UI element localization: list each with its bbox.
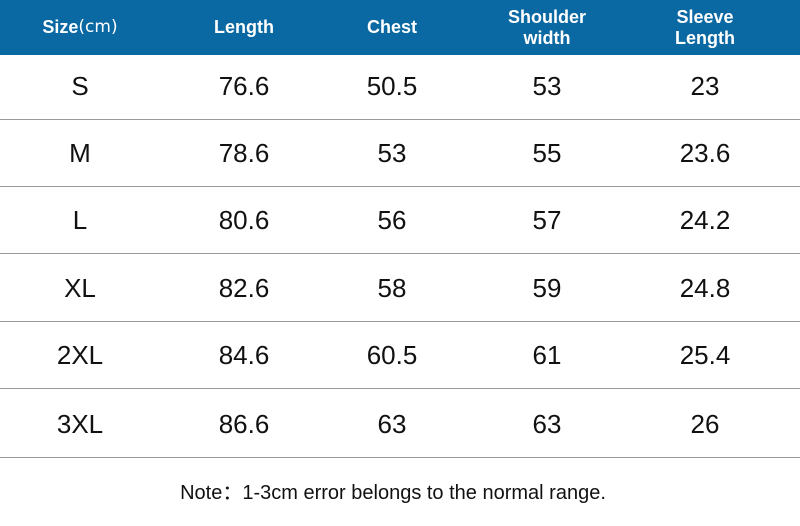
cell-sleeve: 23 (690, 70, 720, 101)
header-shoulder-line1: Shoulder (507, 6, 586, 27)
cell-chest: 58 (377, 272, 407, 303)
cell-sleeve: 26 (690, 408, 720, 439)
table-row: S 76.6 50.5 53 23 (0, 53, 800, 120)
cell-chest: 53 (377, 137, 407, 168)
size-table-header: Size (cm) Length Chest Shoulder width Sle… (0, 0, 800, 55)
header-size: Size (cm) (0, 0, 160, 55)
cell-size: 3XL (56, 408, 104, 439)
measurement-note: Note：1-3cm error belongs to the normal r… (180, 482, 606, 504)
header-sleeve-line2: Length (675, 27, 735, 48)
cell-shoulder: 55 (532, 137, 562, 168)
cell-shoulder: 59 (532, 272, 562, 303)
cell-shoulder: 61 (532, 339, 562, 370)
cell-chest: 60.5 (366, 339, 418, 370)
header-sleeve-length: Sleeve Length (625, 0, 785, 55)
cell-size: XL (64, 272, 96, 303)
cell-sleeve: 23.6 (679, 137, 731, 168)
cell-shoulder: 63 (532, 408, 562, 439)
cell-chest: 63 (377, 408, 407, 439)
cell-length: 84.6 (218, 339, 270, 370)
header-size-label: Size (42, 17, 79, 37)
header-chest: Chest (366, 17, 417, 37)
header-length: Length (214, 17, 274, 37)
cell-length: 76.6 (218, 70, 270, 101)
cell-length: 86.6 (218, 408, 270, 439)
cell-size: L (72, 204, 88, 235)
table-row: 2XL 84.6 60.5 61 25.4 (0, 322, 800, 389)
cell-size: 2XL (56, 339, 104, 370)
cell-size: S (71, 70, 89, 101)
table-row: L 80.6 56 57 24.2 (0, 187, 800, 254)
cell-sleeve: 25.4 (679, 339, 731, 370)
table-row: XL 82.6 58 59 24.8 (0, 255, 800, 322)
cell-shoulder: 57 (532, 204, 562, 235)
header-sleeve-line1: Sleeve (676, 6, 734, 27)
cell-length: 78.6 (218, 137, 270, 168)
header-shoulder-width: Shoulder width (467, 0, 627, 55)
cell-sleeve: 24.2 (679, 204, 731, 235)
header-shoulder-line2: width (523, 27, 571, 48)
cell-length: 80.6 (218, 204, 270, 235)
cell-sleeve: 24.8 (679, 272, 731, 303)
table-row: M 78.6 53 55 23.6 (0, 120, 800, 187)
cell-shoulder: 53 (532, 70, 562, 101)
header-size-unit: (cm) (78, 17, 118, 37)
table-row: 3XL 86.6 63 63 26 (0, 391, 800, 458)
cell-length: 82.6 (218, 272, 270, 303)
cell-chest: 50.5 (366, 70, 418, 101)
cell-size: M (69, 137, 91, 168)
cell-chest: 56 (377, 204, 407, 235)
